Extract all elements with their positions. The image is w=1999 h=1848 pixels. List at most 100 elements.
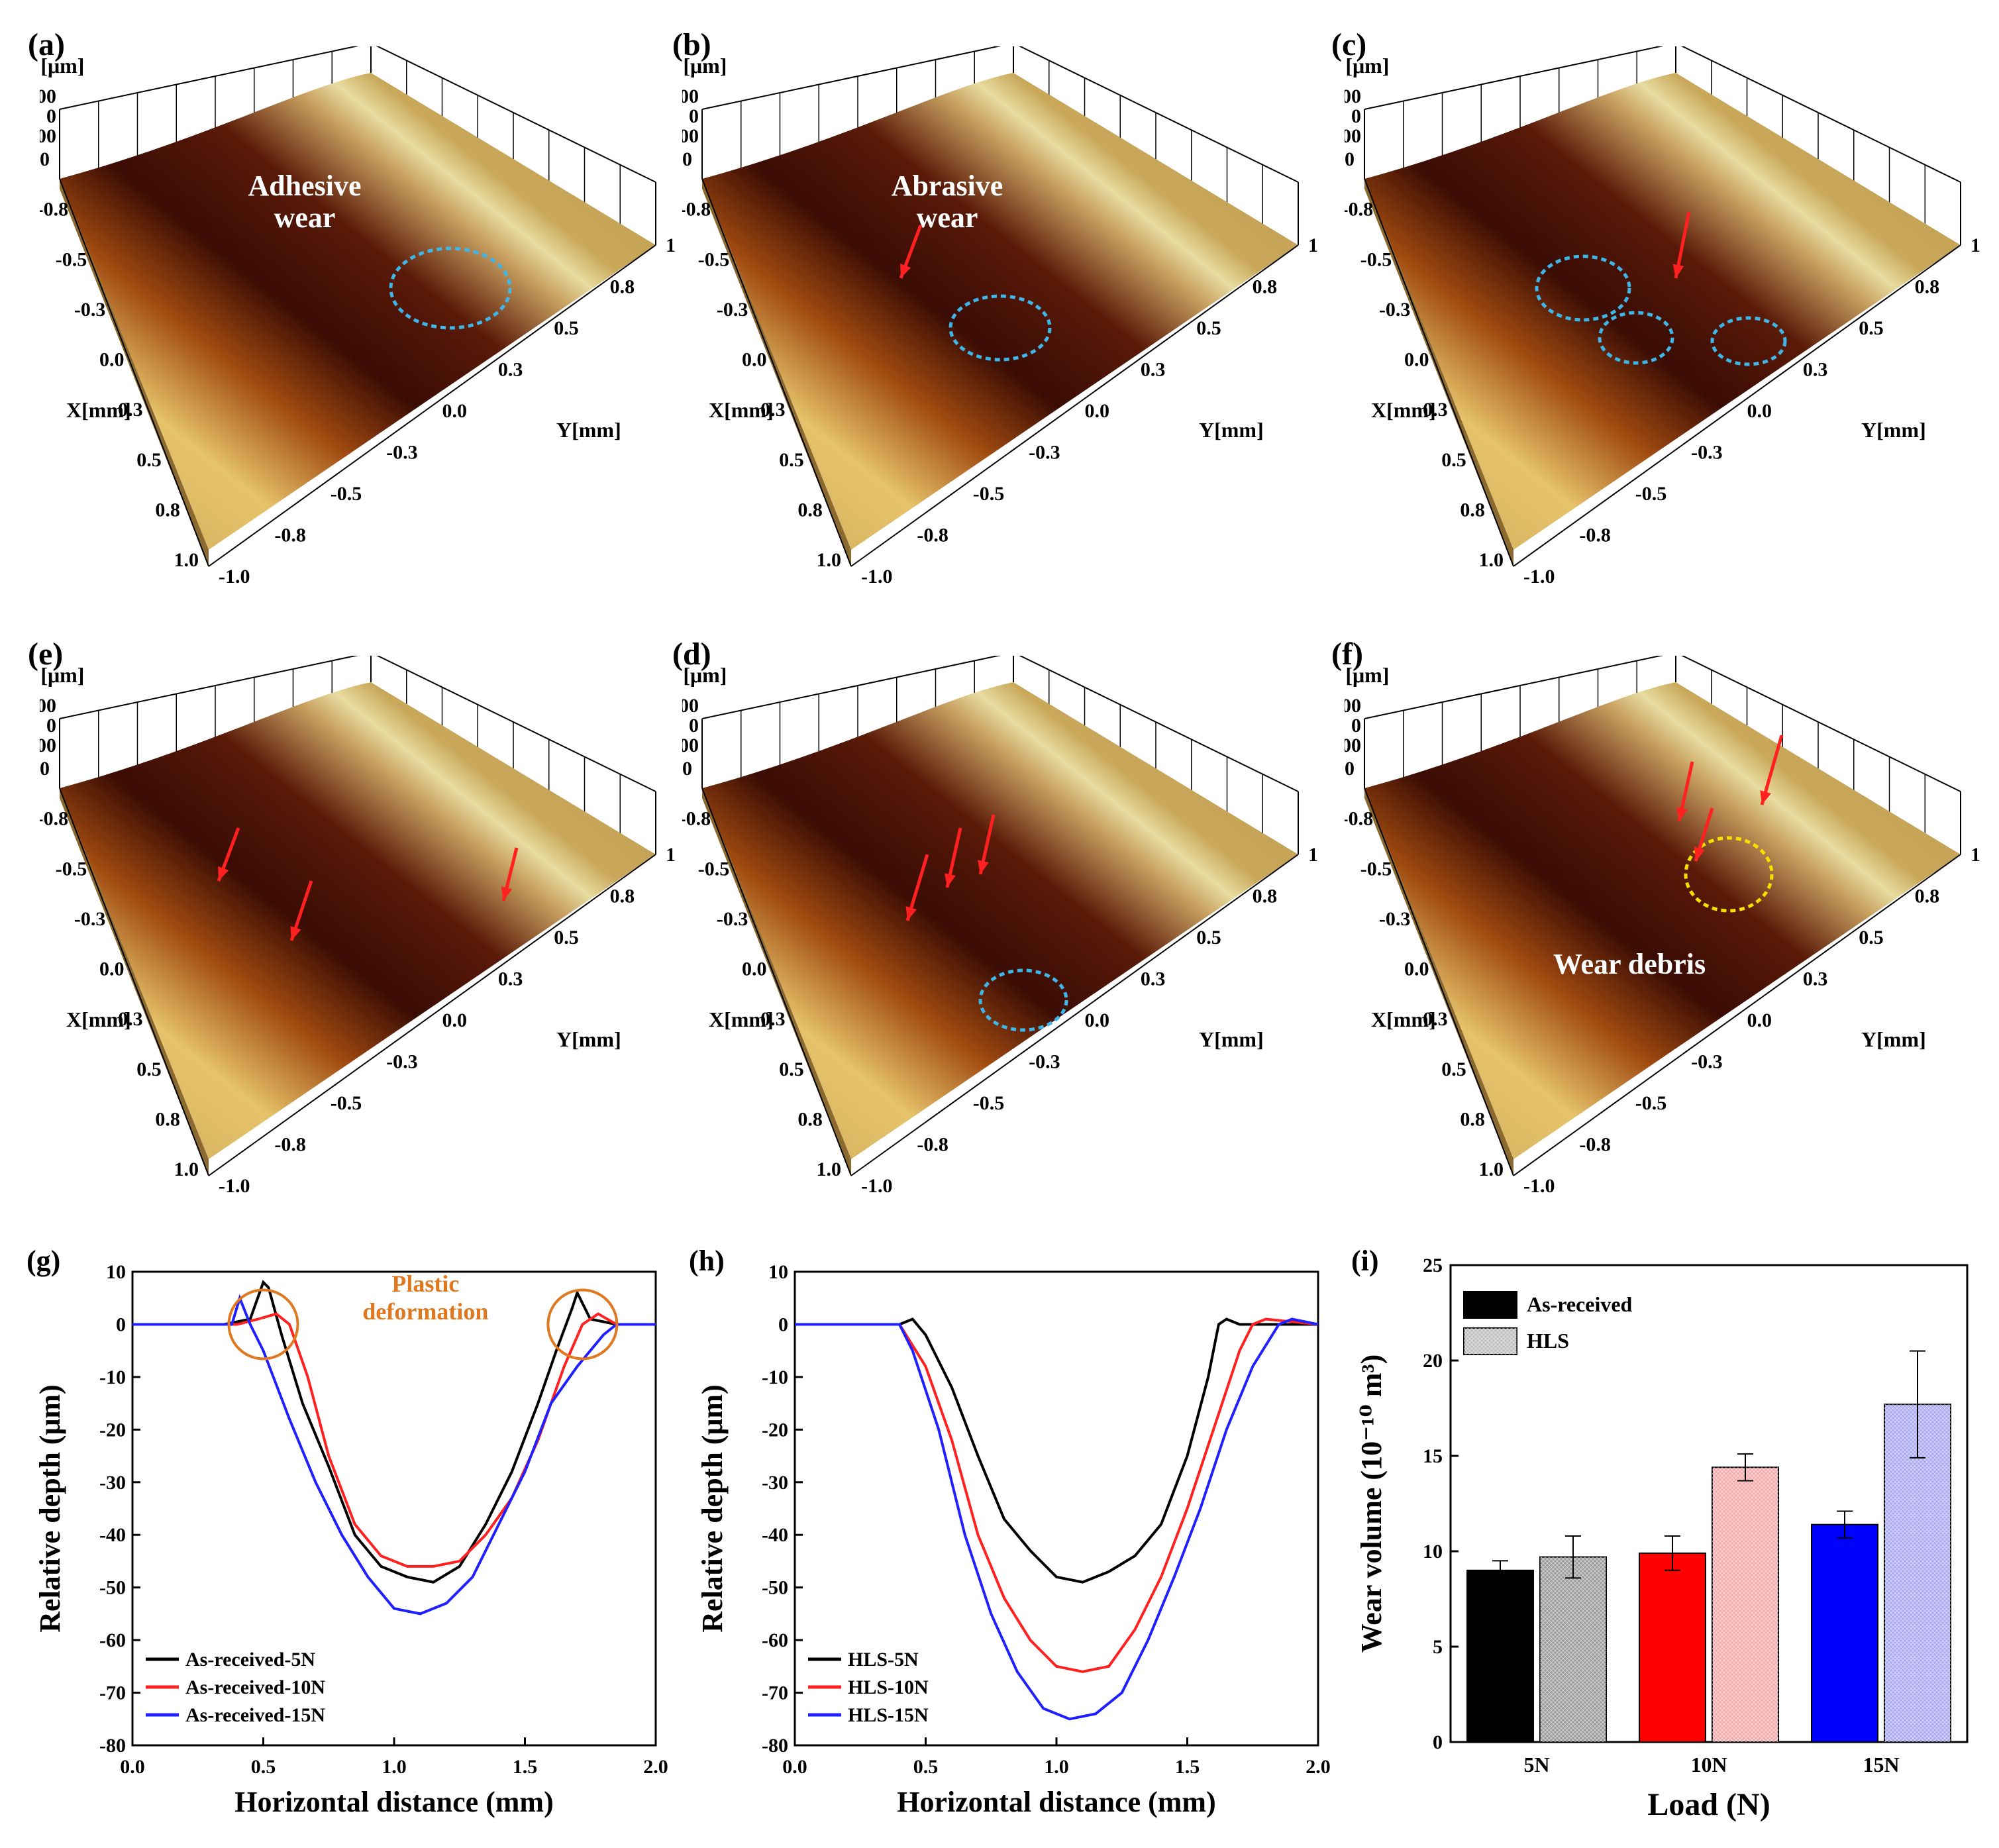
surface-axes: [59, 788, 656, 1176]
z-tick-label: 100: [1345, 85, 1361, 107]
z-axis-label: Z[μm]: [682, 663, 727, 687]
x-tick-label: 0.0: [742, 958, 767, 980]
plot-frame: [131, 1270, 657, 1747]
panel-label-f: (f): [1331, 637, 1363, 672]
x-tick-label: -1.0: [1345, 758, 1355, 780]
y-tick-label: -30: [762, 1472, 788, 1494]
series-line: [795, 1317, 1319, 1721]
x-tick-label: 0.0: [1404, 958, 1429, 980]
y-tick-label: -0.8: [1579, 1134, 1611, 1156]
y-tick-label: -0.5: [331, 483, 362, 505]
red-arrowhead: [1694, 847, 1706, 861]
z-tick-label: 100: [1345, 695, 1361, 717]
y-tick-label: 0.0: [1085, 1009, 1110, 1031]
y-tick-label: -50: [762, 1577, 788, 1599]
feature-marker-ellipse: [389, 246, 512, 330]
bar-hatch: [1712, 1467, 1778, 1742]
y-tick-label: -0.3: [386, 1051, 418, 1073]
y-tick-label: -0.3: [1691, 442, 1723, 464]
y-tick-label: -60: [99, 1629, 126, 1651]
z-axis-label: Z[μm]: [1345, 663, 1389, 687]
y-tick-label: 0.0: [1747, 400, 1772, 422]
panel-label: (h): [689, 1245, 725, 1277]
y-tick-label: -40: [762, 1524, 788, 1546]
legend-label: HLS-10N: [848, 1676, 929, 1698]
y-tick-label: 1.0: [1308, 234, 1318, 256]
x-tick-label: -0.5: [1360, 858, 1392, 880]
x-tick-label: 0.0: [782, 1756, 807, 1778]
x-tick-label: 0.3: [1423, 1008, 1448, 1030]
x-tick-label: -0.5: [56, 858, 87, 880]
x-tick-label: 0.0: [742, 349, 767, 371]
x-tick-label: 1.0: [817, 1158, 842, 1180]
x-tick-label: 1.0: [1479, 1158, 1504, 1180]
y-tick-label: 10: [768, 1261, 788, 1283]
y-tick-label: 0.5: [554, 927, 579, 949]
y-tick-label: 5: [1433, 1636, 1443, 1658]
y-tick-label: 0.5: [1859, 927, 1884, 949]
y-tick-label: -50: [99, 1577, 126, 1599]
x-tick-label: -0.5: [56, 248, 87, 270]
y-axis-title: Relative depth (μm): [696, 1384, 729, 1632]
wear-track-surface: [60, 73, 656, 550]
red-arrowhead: [978, 860, 989, 874]
wear-track-surface: [60, 682, 656, 1159]
legend-swatch-hatch: [1464, 1328, 1517, 1355]
feature-marker-ellipse: [1598, 311, 1674, 365]
surface-panel-a: 1000-100 Z[μm] -1.0 -0.8 -0.5 -0.3 0.0 0.3 0.5 0.…: [19, 42, 691, 596]
y-tick-label: 0: [1433, 1731, 1443, 1753]
y-tick-label: 0.8: [1915, 276, 1940, 298]
y-tick-label: 0.5: [554, 317, 579, 339]
y-tick-label: -0.3: [1029, 1051, 1060, 1073]
y-tick-label: -10: [762, 1366, 788, 1388]
z-tick-label: -100: [1345, 125, 1361, 147]
x-tick-label: 0.5: [136, 449, 162, 471]
x-axis-title: Horizontal distance (mm): [897, 1786, 1215, 1818]
y-tick-label: 0.8: [610, 276, 635, 298]
z-tick-label: 100: [682, 695, 699, 717]
y-tick-label: 0.0: [1747, 1009, 1772, 1031]
annotation-text: deformation: [362, 1298, 488, 1325]
series-line: [132, 1294, 656, 1616]
x-tick-label: 1.0: [1044, 1756, 1069, 1778]
y-tick-label: 0.3: [1141, 359, 1166, 381]
wear-track-surface: [1364, 682, 1961, 1159]
surface-plot-e: 1000-100 Z[μm] -1.0 -0.8 -0.5 -0.3 0.0 0.3 0.5 0.…: [19, 651, 691, 1197]
wear-track-surface: [1364, 73, 1961, 550]
y-tick-label: 20: [1423, 1350, 1443, 1372]
y-tick-label: -1.0: [861, 1175, 893, 1197]
x-tick-label: 2.0: [1306, 1756, 1331, 1778]
x-tick-label: -0.8: [682, 808, 711, 830]
x-axis-title: Load (N): [1647, 1787, 1770, 1822]
x-tick-label: -0.8: [40, 808, 68, 830]
series-line: [795, 1317, 1318, 1584]
x-tick-label: 0.5: [779, 449, 804, 471]
y-tick-label: -0.5: [1635, 483, 1667, 505]
x-tick-label: 2.0: [643, 1756, 668, 1778]
x-tick-label: -0.8: [1345, 808, 1373, 830]
x-axis-title: Horizontal distance (mm): [234, 1786, 553, 1818]
surface-plot-b: 1000-100 Z[μm] -1.0 -0.8 -0.5 -0.3 0.0 0.3 0.5 0.…: [661, 42, 1333, 588]
legend-label: As-received: [1527, 1292, 1633, 1316]
x-axis-label: X[mm]: [1371, 398, 1436, 422]
bar: [1639, 1552, 1706, 1743]
x-axis-label: X[mm]: [66, 1007, 131, 1031]
legend-label: As-received-15N: [185, 1704, 325, 1726]
x-tick-label: -1.0: [1345, 148, 1355, 170]
x-tick-label: -0.3: [717, 908, 748, 930]
x-tick-label: 0.5: [913, 1756, 939, 1778]
y-tick-label: -30: [99, 1472, 126, 1494]
z-tick-label: 100: [682, 85, 699, 107]
annotation-text: Adhesive: [248, 170, 361, 202]
y-axis-label: Y[mm]: [1861, 418, 1926, 442]
x-tick-label: 0.8: [797, 1108, 823, 1130]
z-tick-label: 0: [1351, 105, 1361, 127]
depth-profile-chart-h: 0.0 0.5 1.0 1.5 2.0 10 0 -10 -20 -30 -40 -50 -60 -70 -…: [689, 1245, 1331, 1818]
surface-panel-c: 1000-100 Z[μm] -1.0 -0.8 -0.5 -0.3 0.0 0.3 0.5 0.…: [1323, 42, 1996, 596]
legend-label: As-received-10N: [185, 1676, 325, 1698]
annotation-text: wear: [274, 201, 336, 234]
x-tick-label: -0.3: [1379, 908, 1411, 930]
x-tick-label: -0.5: [698, 248, 730, 270]
wear-volume-chart-i: 0 5 10 15 20 25 5N 10N 15N Load (N) Wear volume (1…: [1351, 1245, 1969, 1822]
x-axis-label: X[mm]: [1371, 1007, 1436, 1031]
